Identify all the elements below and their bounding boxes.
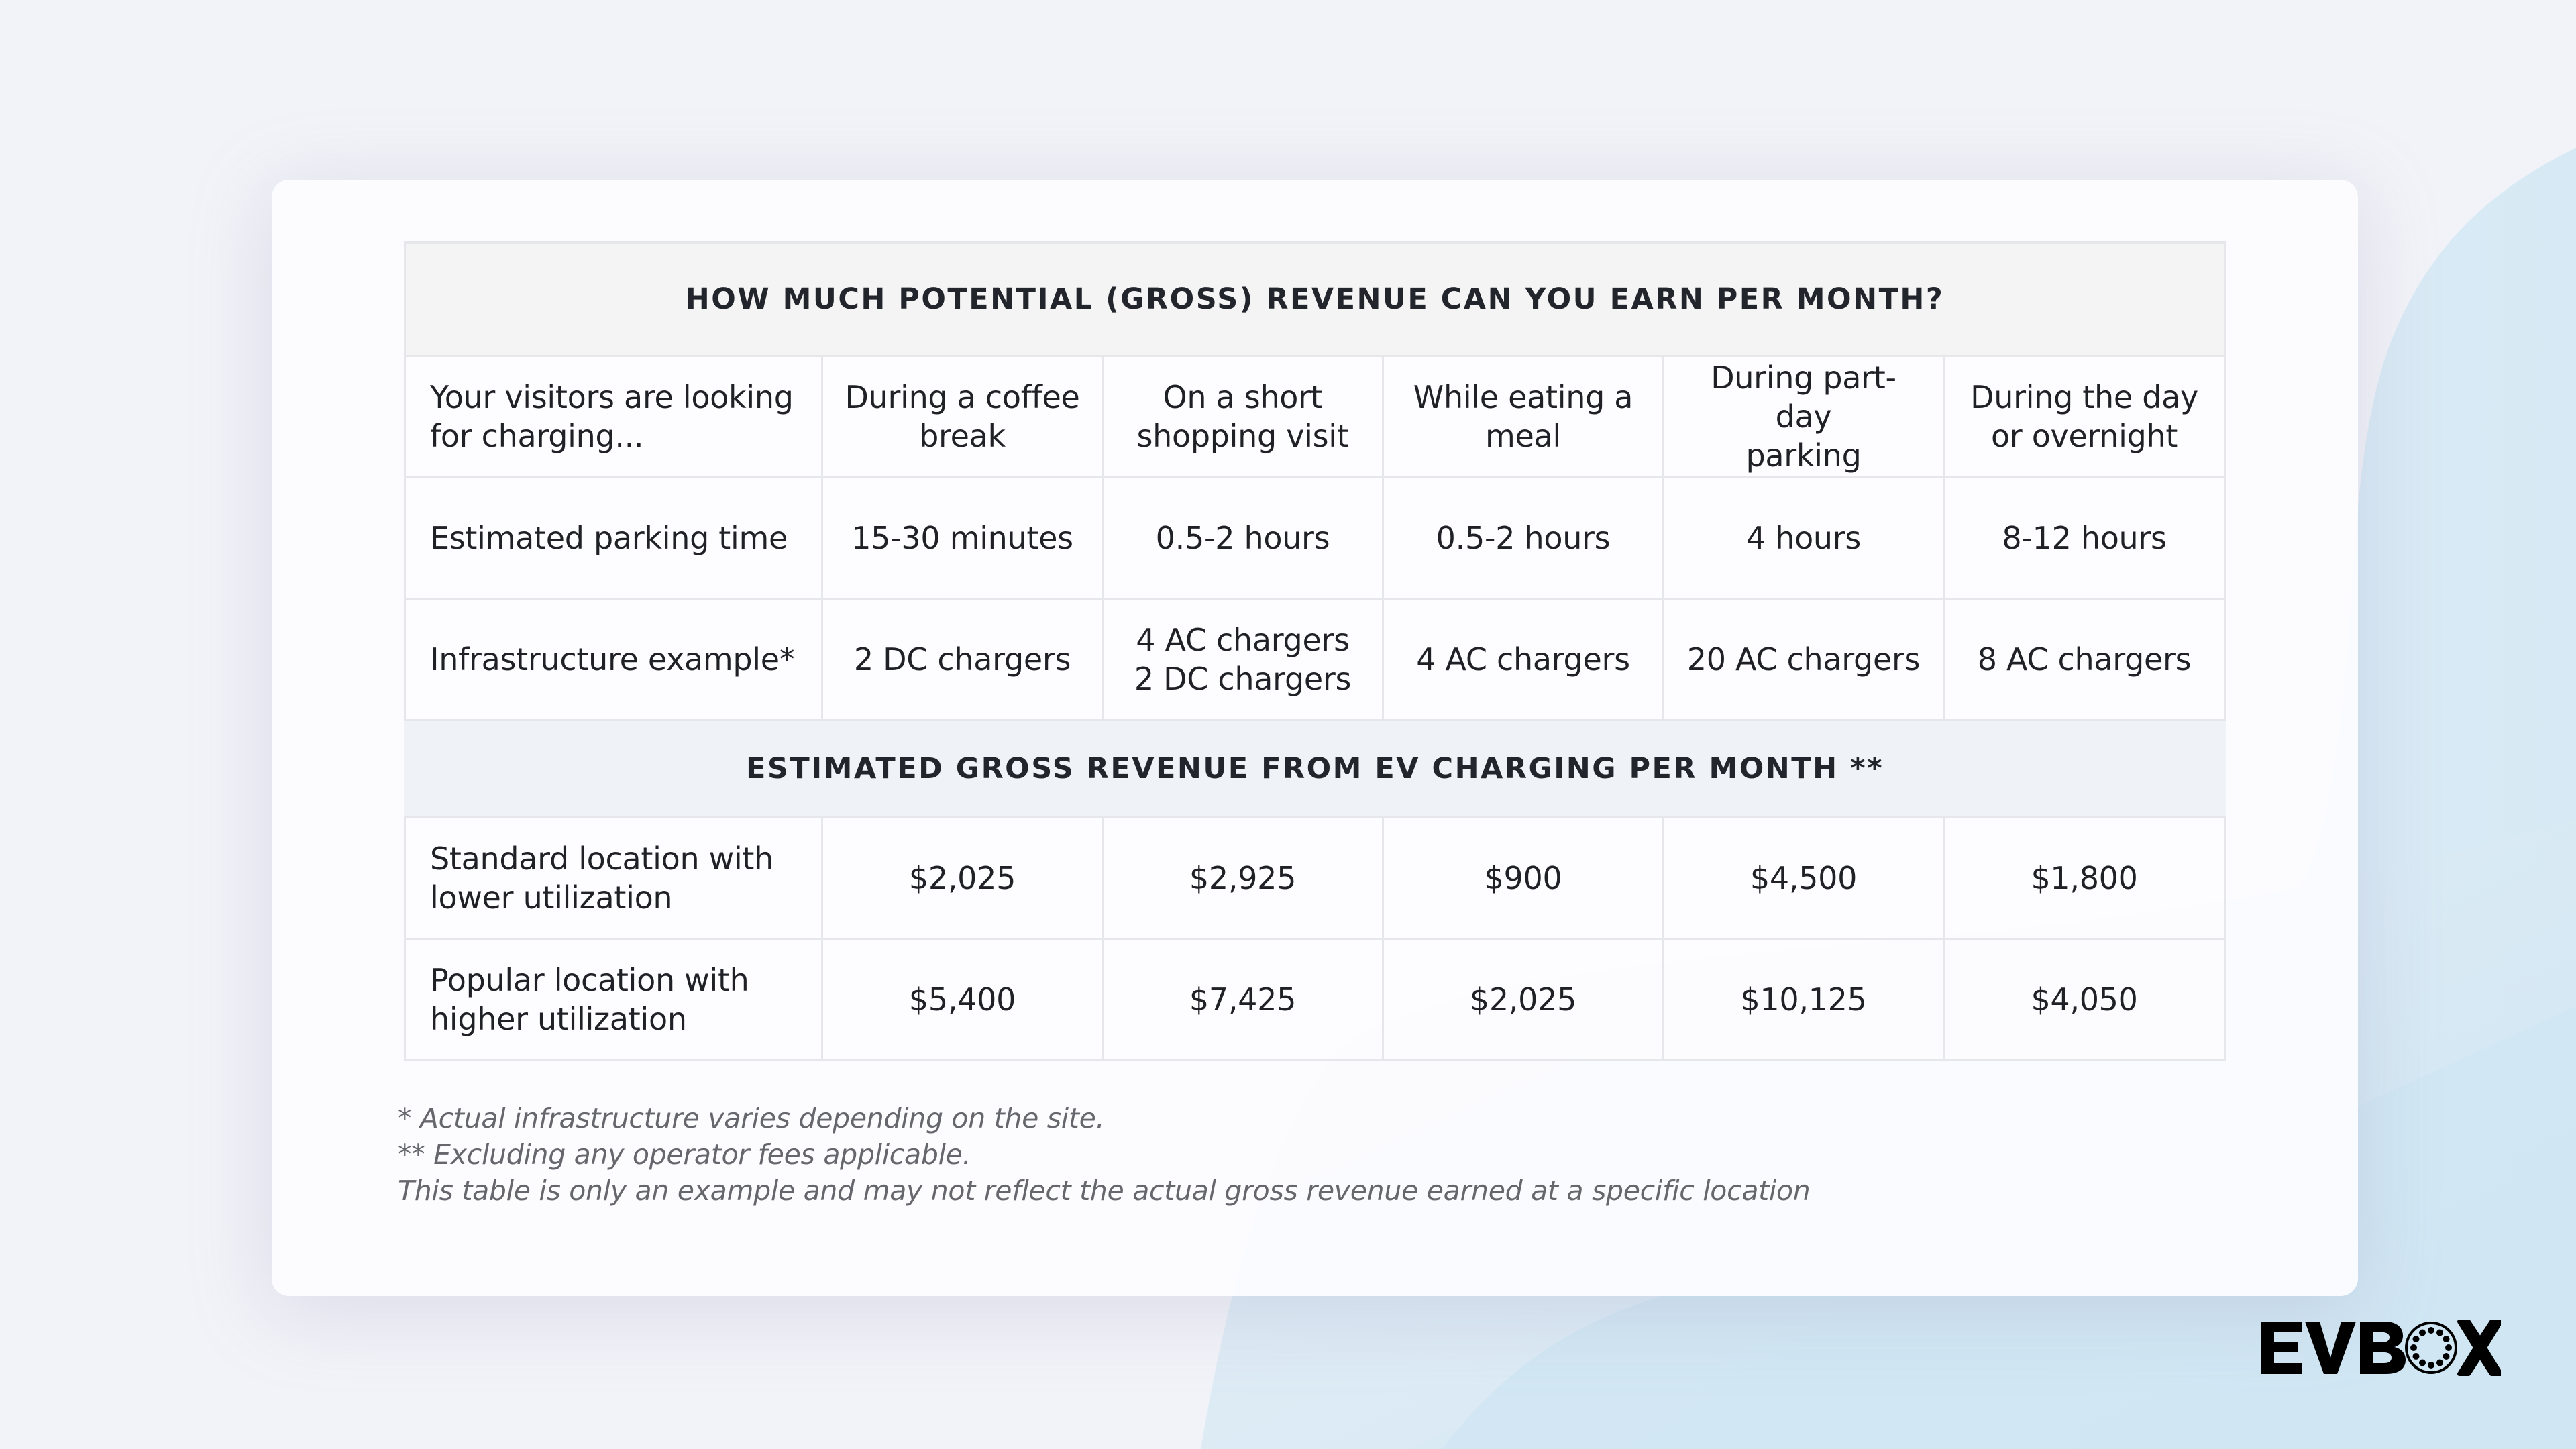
table-cell: 8-12 hours <box>1942 476 2226 600</box>
revenue-cell: $4,500 <box>1662 816 1945 940</box>
evbox-logo <box>2259 1319 2503 1377</box>
column-header-part-day-parking: During part-day parking <box>1662 355 1945 478</box>
table-title-row: HOW MUCH POTENTIAL (GROSS) REVENUE CAN Y… <box>403 241 2226 357</box>
table-cell: 2 DC chargers <box>821 598 1104 721</box>
column-header-day-overnight: During the day or overnight <box>1942 355 2226 478</box>
row-label-standard-location: Standard location with lower utilization <box>404 816 823 940</box>
row-label-infrastructure: Infrastructure example* <box>404 598 823 721</box>
footnotes: * Actual infrastructure varies depending… <box>398 1100 1811 1209</box>
revenue-section-title: ESTIMATED GROSS REVENUE FROM EV CHARGING… <box>403 719 2226 818</box>
column-header-meal: While eating a meal <box>1382 355 1664 478</box>
revenue-cell: $900 <box>1382 816 1664 940</box>
revenue-cell: $1,800 <box>1942 816 2226 940</box>
column-header-coffee-break: During a coffee break <box>821 355 1104 478</box>
table-row-infrastructure: Infrastructure example* 2 DC chargers 4 … <box>404 598 2226 721</box>
revenue-cell: $5,400 <box>821 938 1104 1061</box>
row-label-popular-location: Popular location with higher utilization <box>404 938 823 1061</box>
revenue-cell: $2,025 <box>821 816 1104 940</box>
row-label-parking-time: Estimated parking time <box>404 476 823 600</box>
footnote-infrastructure: * Actual infrastructure varies depending… <box>398 1102 1105 1134</box>
revenue-cell: $7,425 <box>1102 938 1384 1061</box>
revenue-card: HOW MUCH POTENTIAL (GROSS) REVENUE CAN Y… <box>272 180 2358 1296</box>
table-row-parking-time: Estimated parking time 15-30 minutes 0.5… <box>404 476 2226 600</box>
revenue-cell: $10,125 <box>1662 938 1945 1061</box>
table-cell: 4 hours <box>1662 476 1945 600</box>
revenue-cell: $2,025 <box>1382 938 1664 1061</box>
table-cell: 4 AC chargers <box>1382 598 1664 721</box>
revenue-section-header-row: ESTIMATED GROSS REVENUE FROM EV CHARGING… <box>403 719 2226 818</box>
table-cell: 0.5-2 hours <box>1382 476 1664 600</box>
table-title: HOW MUCH POTENTIAL (GROSS) REVENUE CAN Y… <box>403 241 2226 357</box>
revenue-table: HOW MUCH POTENTIAL (GROSS) REVENUE CAN Y… <box>403 241 2226 1061</box>
table-cell: 0.5-2 hours <box>1102 476 1384 600</box>
table-cell: 4 AC chargers 2 DC chargers <box>1102 598 1384 721</box>
table-cell: 15-30 minutes <box>821 476 1104 600</box>
revenue-cell: $4,050 <box>1942 938 2226 1061</box>
table-cell: 20 AC chargers <box>1662 598 1945 721</box>
footnote-operator-fees: ** Excluding any operator fees applicabl… <box>398 1138 971 1171</box>
table-cell: 8 AC chargers <box>1942 598 2226 721</box>
row-label-visitors: Your visitors are looking for charging..… <box>404 355 823 478</box>
evbox-logo-icon <box>2261 1320 2503 1376</box>
revenue-cell: $2,925 <box>1102 816 1384 940</box>
footnote-disclaimer: This table is only an example and may no… <box>398 1175 1811 1207</box>
table-row-popular-location: Popular location with higher utilization… <box>404 938 2226 1061</box>
table-row-standard-location: Standard location with lower utilization… <box>404 816 2226 940</box>
scenario-header-row: Your visitors are looking for charging..… <box>404 355 2226 478</box>
column-header-shopping-visit: On a short shopping visit <box>1102 355 1384 478</box>
